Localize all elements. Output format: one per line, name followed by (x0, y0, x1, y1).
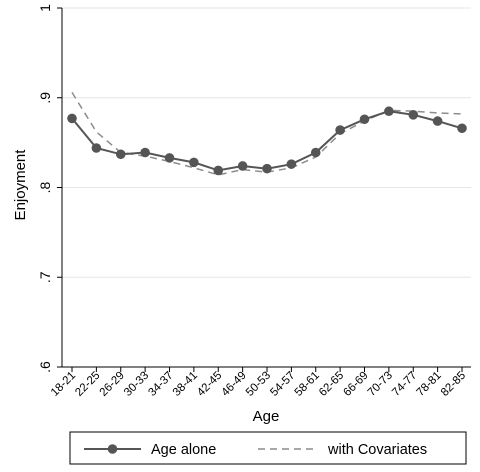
data-point-age-alone (286, 159, 297, 169)
data-point-age-alone (189, 157, 199, 168)
data-point-age-alone (115, 149, 126, 160)
y-tick-label: .6 (37, 361, 53, 373)
data-point-age-alone (408, 110, 419, 120)
data-point-age-alone (457, 123, 467, 134)
series-line-with-covariates (71, 92, 463, 176)
legend-label-with-covariates: with Covariates (327, 442, 427, 458)
y-tick-label: .8 (37, 181, 53, 193)
data-point-age-alone (359, 114, 370, 125)
data-point-age-alone (384, 106, 394, 117)
data-point-age-alone (310, 147, 321, 158)
data-point-age-alone (432, 116, 443, 126)
data-point-age-alone (164, 153, 175, 163)
data-point-age-alone (237, 161, 248, 171)
legend: Age alone with Covariates (69, 431, 467, 465)
gridlines (62, 7, 471, 278)
y-tick-label: 1 (37, 4, 53, 12)
y-axis: .6 .7 .8 .9 1 (37, 4, 63, 373)
y-tick-label: .9 (37, 92, 53, 104)
data-point-age-alone (140, 147, 150, 158)
x-axis-title: Age (253, 408, 280, 425)
data-point-age-alone (91, 143, 102, 153)
y-axis-title: Enjoyment (12, 149, 29, 221)
legend-label-age-alone: Age alone (151, 442, 216, 458)
data-point-age-alone (262, 163, 272, 174)
legend-marker-age-alone (107, 444, 118, 454)
data-point-age-alone (67, 113, 77, 124)
data-point-age-alone (335, 125, 345, 135)
series-layer (67, 92, 467, 176)
y-tick-label: .7 (37, 271, 53, 283)
data-point-age-alone (213, 165, 224, 176)
